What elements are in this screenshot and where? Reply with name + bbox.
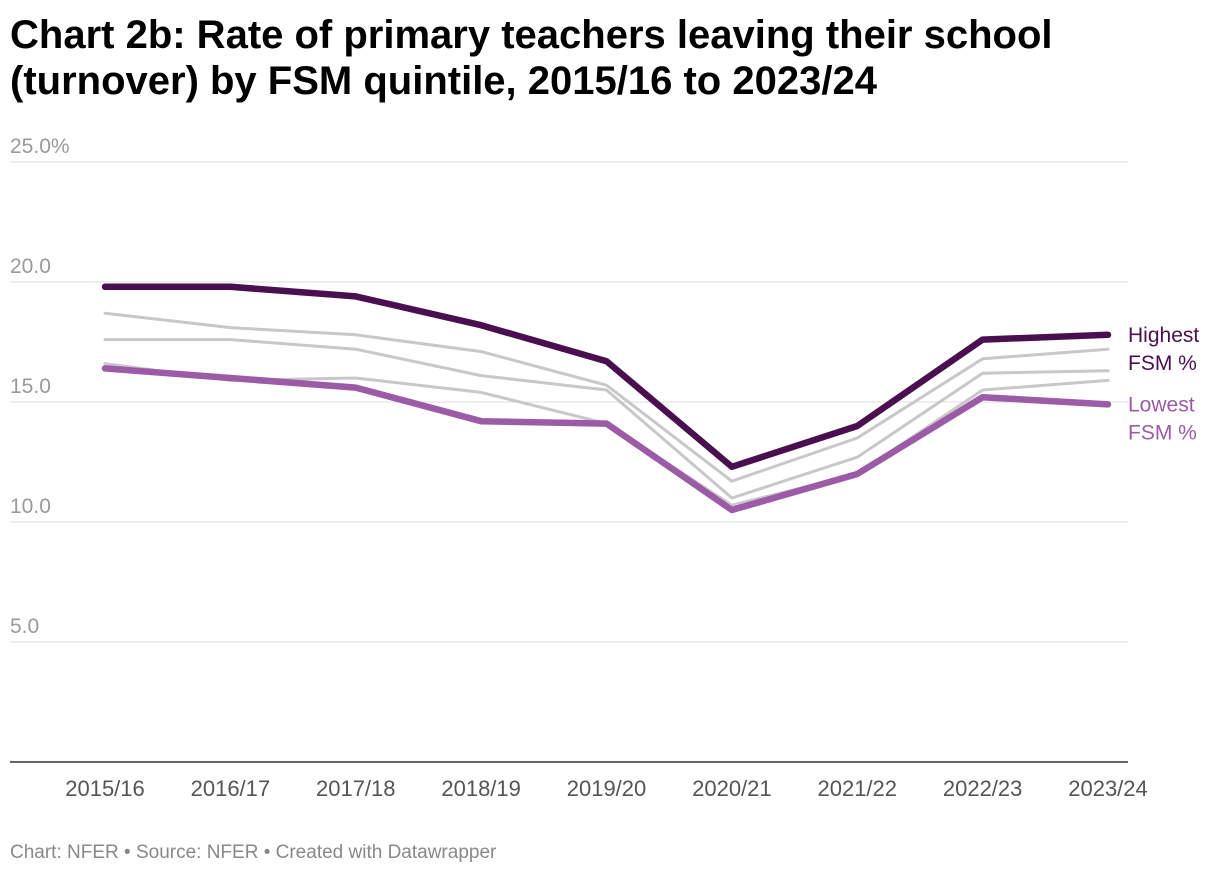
series-line-quintile	[103, 311, 1110, 483]
series-lines	[101, 283, 1112, 514]
series-line-lowest-fsm	[101, 365, 1112, 514]
y-tick-label: 20.0	[10, 255, 51, 278]
series-end-label: Lowest	[1128, 393, 1195, 416]
y-tick-label: 10.0	[10, 495, 51, 518]
x-tick-label: 2016/17	[191, 776, 271, 801]
x-tick-label: 2023/24	[1068, 776, 1148, 801]
y-tick-label: 5.0	[10, 615, 39, 638]
x-tick-label: 2018/19	[441, 776, 521, 801]
chart-title: Chart 2b: Rate of primary teachers leavi…	[10, 13, 1053, 103]
series-line-highest-fsm	[101, 283, 1112, 471]
x-axis-tick-labels: 2015/16 2016/17 2017/18 2018/19 2019/20 2020/…	[65, 776, 1148, 801]
chart-footer: Chart: NFER • Source: NFER • Created wit…	[10, 842, 497, 863]
series-end-label: Highest	[1128, 324, 1199, 347]
x-tick-label: 2020/21	[692, 776, 772, 801]
x-tick-label: 2015/16	[65, 776, 145, 801]
y-tick-label: 15.0	[10, 375, 51, 398]
gridlines	[10, 161, 1128, 643]
series-end-label: FSM %	[1128, 352, 1197, 375]
x-tick-label: 2017/18	[316, 776, 396, 801]
y-tick-label: 25.0%	[10, 135, 70, 158]
y-axis-tick-labels: 25.0% 20.0 15.0 10.0 5.0	[10, 135, 70, 638]
x-tick-label: 2021/22	[817, 776, 897, 801]
series-end-labels: Highest FSM % Lowest FSM %	[1128, 324, 1199, 445]
series-line-quintile	[103, 338, 1110, 500]
x-tick-label: 2022/23	[943, 776, 1023, 801]
x-tick-label: 2019/20	[567, 776, 647, 801]
series-end-label: FSM %	[1128, 421, 1197, 444]
